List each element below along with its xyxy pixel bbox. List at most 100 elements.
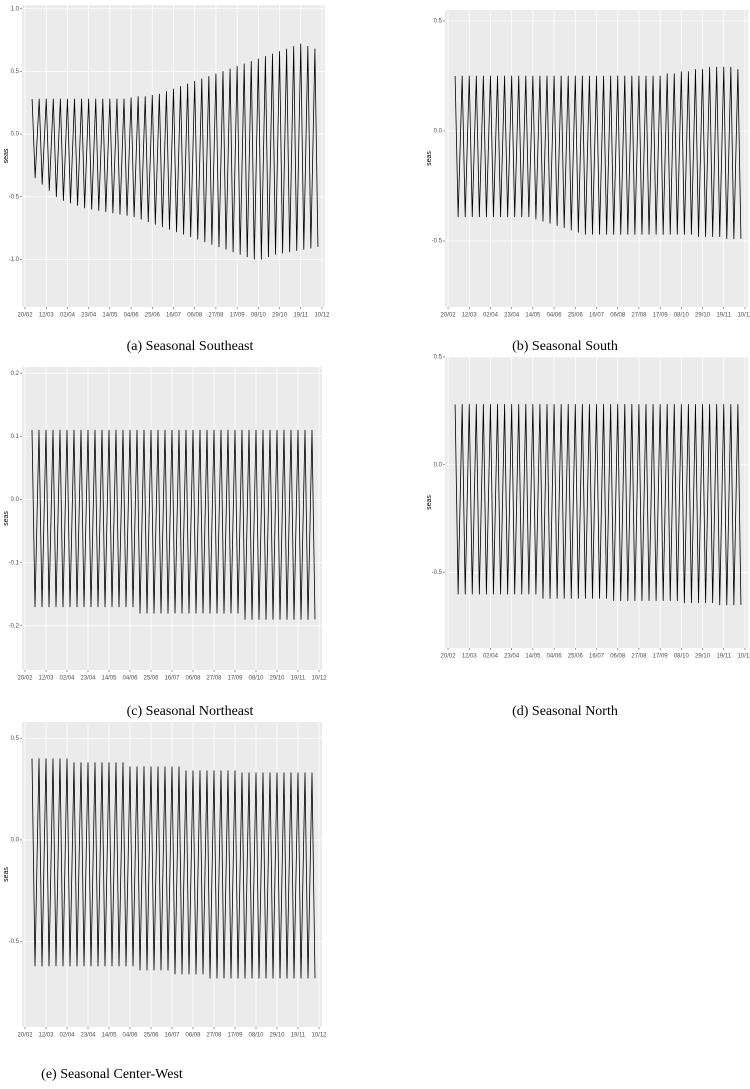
y-axis-title: seas <box>3 511 10 526</box>
x-tick-label: 02/04 <box>60 313 76 319</box>
x-tick-label: 06/08 <box>185 1033 201 1039</box>
x-tick-label: 20/02 <box>17 1033 33 1039</box>
x-tick-label: 02/04 <box>59 676 75 682</box>
x-tick-label: 23/04 <box>81 313 97 319</box>
x-tick-label: 14/05 <box>101 1033 117 1039</box>
x-tick-label: 20/02 <box>441 654 457 660</box>
x-tick-label: 04/06 <box>547 313 563 319</box>
x-tick-label: 14/05 <box>525 313 541 319</box>
x-tick-label: 16/07 <box>589 654 605 660</box>
x-tick-label: 27/08 <box>206 676 222 682</box>
x-tick-label: 16/07 <box>589 313 605 319</box>
y-tick-label: 0.0 <box>11 132 20 138</box>
x-tick-label: 17/09 <box>653 313 669 319</box>
x-tick-label: 10/12 <box>311 676 327 682</box>
caption: (d) Seasonal North <box>512 704 618 719</box>
x-tick-label: 17/09 <box>653 654 669 660</box>
x-tick-label: 04/06 <box>122 676 138 682</box>
caption: (e) Seasonal Center-West <box>41 1067 183 1082</box>
y-tick-label: -0.5 <box>432 570 443 576</box>
y-axis-title: seas <box>3 867 10 882</box>
y-tick-label: 0.0 <box>11 497 20 503</box>
x-tick-label: 08/10 <box>674 654 690 660</box>
x-tick-label: 12/03 <box>462 654 478 660</box>
y-tick-label: 0.0 <box>434 129 443 135</box>
y-tick-label: 0.5 <box>11 69 20 75</box>
chart-panel: -0.5 0.0 0.5 20/02 12/03 02/04 23/04 14/05 04/06… <box>3 722 327 1082</box>
series-line <box>31 429 316 620</box>
x-tick-label: 02/04 <box>483 654 499 660</box>
x-tick-label: 29/10 <box>695 313 711 319</box>
chart-panel: -0.5 0.0 0.5 20/02 12/03 02/04 23/04 14/05 04/06… <box>426 355 750 720</box>
y-tick-label: 0.5 <box>434 19 443 25</box>
y-tick-label: -0.5 <box>432 239 443 245</box>
x-tick-label: 06/08 <box>610 654 626 660</box>
y-tick-label: -1.0 <box>9 257 20 263</box>
x-tick-label: 14/05 <box>525 654 541 660</box>
x-tick-label: 20/02 <box>18 313 34 319</box>
y-axis-title: seas <box>426 151 433 166</box>
x-tick-label: 25/06 <box>568 654 584 660</box>
x-tick-label: 08/10 <box>674 313 690 319</box>
x-tick-label: 25/06 <box>568 313 584 319</box>
x-tick-label: 12/03 <box>39 313 55 319</box>
x-tick-label: 23/04 <box>80 676 96 682</box>
chart-panel: -0.5 0.0 0.5 20/02 12/03 02/04 23/04 14/05 04/06… <box>426 10 750 354</box>
y-axis-title: seas <box>3 148 10 163</box>
x-tick-label: 20/02 <box>17 676 33 682</box>
x-tick-label: 08/10 <box>251 313 267 319</box>
x-tick-label: 12/03 <box>462 313 478 319</box>
x-tick-label: 23/04 <box>504 654 520 660</box>
x-tick-label: 16/07 <box>164 676 180 682</box>
x-tick-label: 12/03 <box>38 1033 54 1039</box>
y-tick-label: -0.5 <box>9 194 20 200</box>
x-tick-label: 04/06 <box>124 313 140 319</box>
caption: (c) Seasonal Northeast <box>127 704 254 719</box>
x-tick-label: 25/06 <box>145 313 161 319</box>
chart-panel: -1.0 -0.5 0.0 0.5 1.0 20/02 12/03 02/04 23/04 14/… <box>3 5 330 354</box>
caption: (a) Seasonal Southeast <box>127 339 254 354</box>
x-tick-label: 29/10 <box>269 676 285 682</box>
series-line <box>31 758 316 979</box>
y-tick-label: 1.0 <box>11 6 20 12</box>
chart-panel: -0.2 -0.1 0.0 0.1 0.2 20/02 12/03 02/04 23/04 14/… <box>3 367 327 719</box>
x-tick-label: 02/04 <box>59 1033 75 1039</box>
y-tick-label: 0.0 <box>11 838 20 844</box>
x-tick-label: 08/10 <box>248 1033 264 1039</box>
x-tick-label: 29/10 <box>695 654 711 660</box>
x-tick-label: 19/11 <box>716 654 731 660</box>
x-tick-label: 16/07 <box>166 313 182 319</box>
x-tick-label: 23/04 <box>504 313 520 319</box>
x-tick-label: 17/09 <box>230 313 246 319</box>
y-tick-label: 0.5 <box>434 355 443 361</box>
x-tick-label: 16/07 <box>164 1033 180 1039</box>
x-tick-label: 10/12 <box>314 313 330 319</box>
x-tick-label: 04/06 <box>122 1033 138 1039</box>
x-tick-label: 17/09 <box>227 1033 243 1039</box>
x-tick-label: 04/06 <box>547 654 563 660</box>
x-tick-label: 10/12 <box>737 313 750 319</box>
x-tick-label: 06/08 <box>187 313 203 319</box>
x-tick-label: 27/08 <box>206 1033 222 1039</box>
series-line <box>454 404 742 606</box>
x-tick-label: 14/05 <box>102 313 118 319</box>
x-tick-label: 25/06 <box>143 676 159 682</box>
y-tick-label: -0.5 <box>9 939 20 945</box>
x-tick-label: 27/08 <box>208 313 224 319</box>
x-tick-label: 27/08 <box>631 313 647 319</box>
x-tick-label: 19/11 <box>291 1033 306 1039</box>
x-tick-label: 08/10 <box>248 676 264 682</box>
x-tick-label: 19/11 <box>293 313 308 319</box>
series-line <box>31 43 319 260</box>
x-tick-label: 29/10 <box>272 313 288 319</box>
x-tick-label: 19/11 <box>716 313 731 319</box>
x-tick-label: 25/06 <box>143 1033 159 1039</box>
x-tick-label: 10/12 <box>737 654 750 660</box>
y-tick-label: 0.1 <box>11 434 20 440</box>
y-axis-title: seas <box>426 495 433 510</box>
x-tick-label: 27/08 <box>631 654 647 660</box>
x-tick-label: 02/04 <box>483 313 499 319</box>
y-tick-label: 0.2 <box>11 371 20 377</box>
